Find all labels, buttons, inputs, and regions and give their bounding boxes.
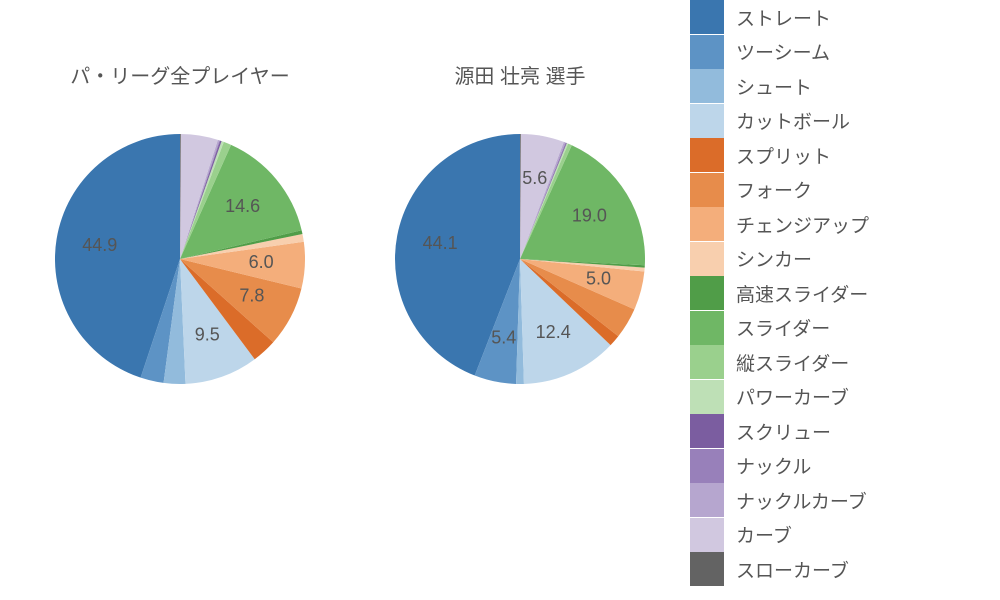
legend-label: ナックルカーブ xyxy=(736,487,867,514)
pie-chart-left: パ・リーグ全プレイヤー 44.9 9.5 7.8 6.0 14.6 xyxy=(10,60,350,409)
pie-svg-left: 44.9 9.5 7.8 6.0 14.6 xyxy=(30,109,330,409)
legend-swatch xyxy=(690,518,724,552)
legend-swatch xyxy=(690,449,724,483)
legend-label: パワーカーブ xyxy=(736,383,849,410)
legend-swatch xyxy=(690,345,724,379)
legend-item: ツーシーム xyxy=(690,35,990,70)
legend-label: シンカー xyxy=(736,245,812,272)
legend-label: シュート xyxy=(736,73,812,100)
legend-item: シュート xyxy=(690,69,990,104)
legend-swatch xyxy=(690,483,724,517)
legend-item: 高速スライダー xyxy=(690,276,990,311)
legend-item: ナックル xyxy=(690,449,990,484)
legend-label: フォーク xyxy=(736,176,812,203)
pie-title-left: パ・リーグ全プレイヤー xyxy=(10,60,350,89)
legend-label: スクリュー xyxy=(736,418,831,445)
legend-swatch xyxy=(690,35,724,69)
pie-slice-label: 6.0 xyxy=(249,252,274,272)
legend-swatch xyxy=(690,414,724,448)
legend-item: カーブ xyxy=(690,518,990,553)
pie-slice-label: 14.6 xyxy=(225,196,260,216)
legend-swatch xyxy=(690,380,724,414)
legend-item: フォーク xyxy=(690,173,990,208)
pie-slice-label: 5.0 xyxy=(586,268,611,288)
legend-swatch xyxy=(690,207,724,241)
legend-label: ナックル xyxy=(736,452,811,479)
legend-item: パワーカーブ xyxy=(690,380,990,415)
legend-label: 高速スライダー xyxy=(736,280,868,307)
legend-item: ナックルカーブ xyxy=(690,483,990,518)
legend-swatch xyxy=(690,104,724,138)
legend-label: スプリット xyxy=(736,142,831,169)
legend-label: ストレート xyxy=(736,4,831,31)
legend-swatch xyxy=(690,0,724,34)
legend-label: スライダー xyxy=(736,314,830,341)
pie-slice-label: 5.6 xyxy=(522,168,547,188)
pie-slice-label: 7.8 xyxy=(239,286,264,306)
pie-chart-right: 源田 壮亮 選手 44.1 5.4 12.4 5.0 19.0 5.6 xyxy=(350,60,690,409)
legend-swatch xyxy=(690,552,724,586)
legend-label: カーブ xyxy=(736,521,792,548)
legend-item: カットボール xyxy=(690,104,990,139)
legend-item: シンカー xyxy=(690,242,990,277)
legend-item: スクリュー xyxy=(690,414,990,449)
legend: ストレートツーシームシュートカットボールスプリットフォークチェンジアップシンカー… xyxy=(690,0,990,587)
pie-slice-label: 5.4 xyxy=(491,327,516,347)
legend-swatch xyxy=(690,276,724,310)
legend-swatch xyxy=(690,173,724,207)
pie-slice-label: 19.0 xyxy=(572,206,607,226)
legend-swatch xyxy=(690,311,724,345)
chart-area: パ・リーグ全プレイヤー 44.99.57.86.014.6 源田 壮亮 選手 4… xyxy=(0,0,680,600)
legend-swatch xyxy=(690,242,724,276)
legend-item: スプリット xyxy=(690,138,990,173)
legend-item: スライダー xyxy=(690,311,990,346)
legend-label: チェンジアップ xyxy=(736,211,869,238)
legend-label: スローカーブ xyxy=(736,556,849,583)
legend-swatch xyxy=(690,138,724,172)
pie-title-right: 源田 壮亮 選手 xyxy=(350,60,690,89)
legend-item: 縦スライダー xyxy=(690,345,990,380)
pie-slice-label: 44.9 xyxy=(82,235,117,255)
legend-label: カットボール xyxy=(736,107,850,134)
legend-swatch xyxy=(690,69,724,103)
pie-slice-label: 9.5 xyxy=(195,324,220,344)
legend-label: 縦スライダー xyxy=(736,349,849,376)
legend-item: チェンジアップ xyxy=(690,207,990,242)
pie-svg-right: 44.1 5.4 12.4 5.0 19.0 5.6 xyxy=(370,109,670,409)
legend-item: スローカーブ xyxy=(690,552,990,587)
pie-slice-label: 12.4 xyxy=(536,322,571,342)
pie-slice-label: 44.1 xyxy=(423,233,458,253)
legend-label: ツーシーム xyxy=(736,38,830,65)
legend-item: ストレート xyxy=(690,0,990,35)
